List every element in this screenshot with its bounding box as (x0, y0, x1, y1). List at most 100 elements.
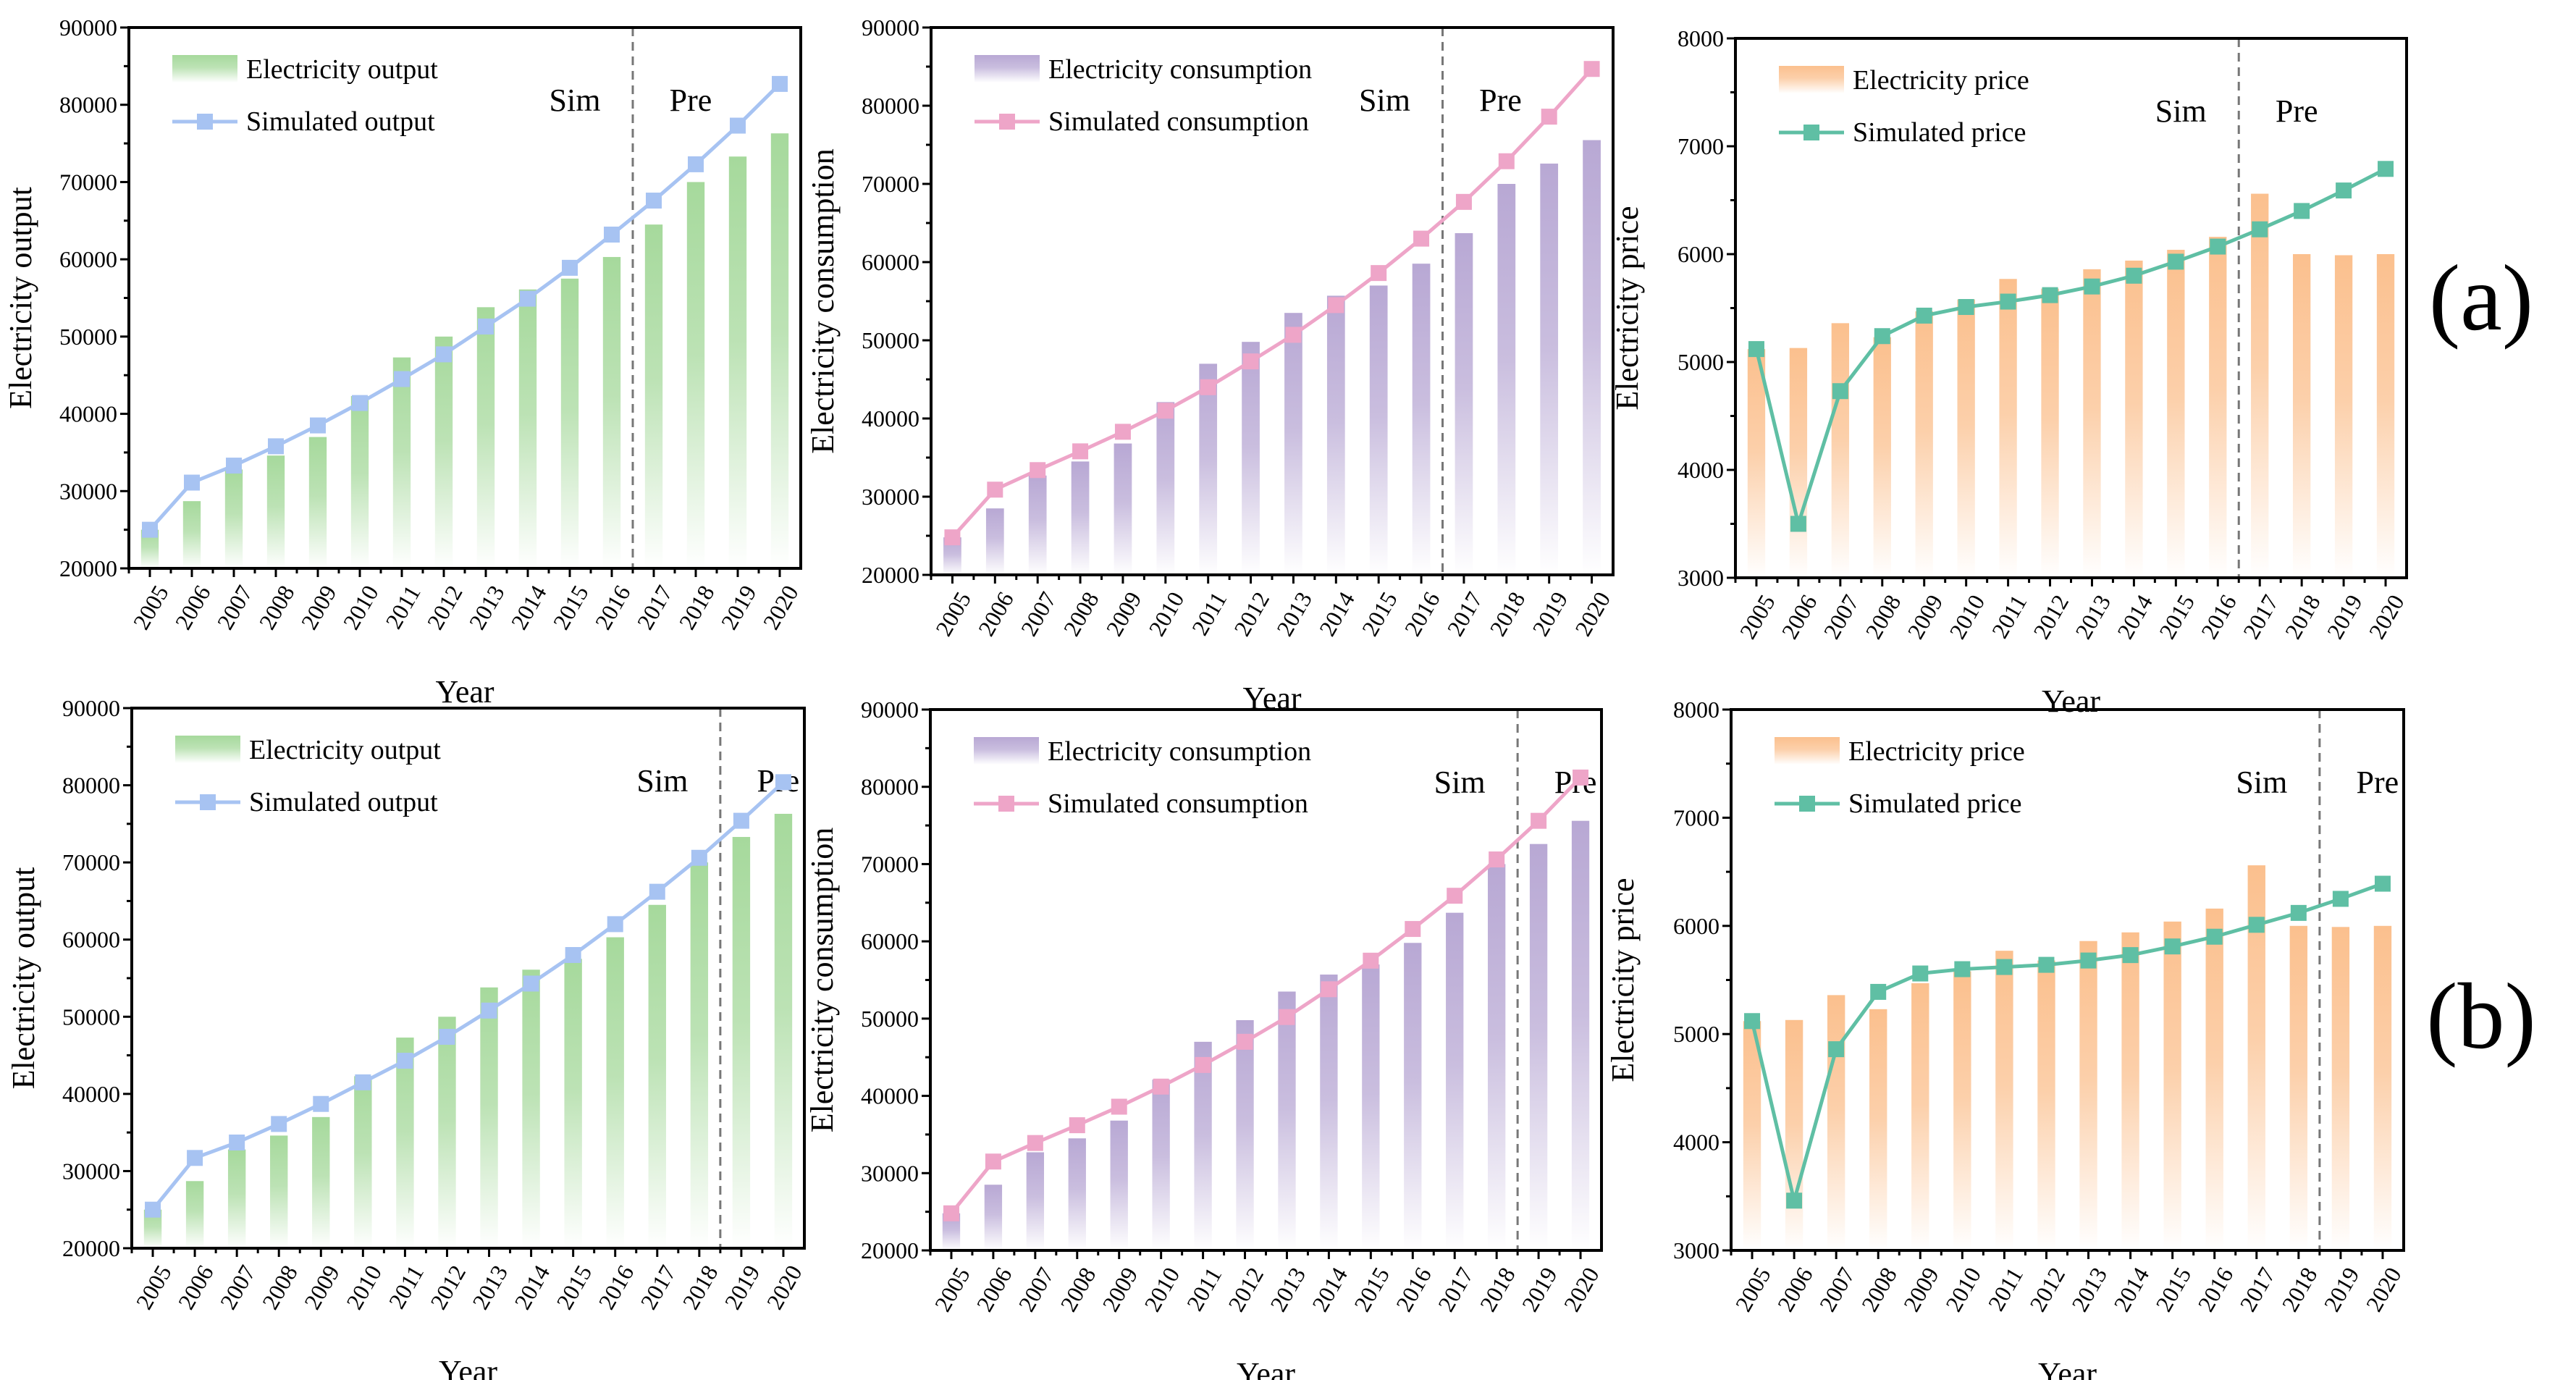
chart-4: SimPre2000030000400005000060000700008000… (6, 695, 807, 1380)
marker-2018 (2294, 203, 2310, 219)
x-tick-label: 2012 (1223, 1263, 1268, 1316)
marker-2019 (2336, 182, 2352, 199)
x-tick-label: 2014 (506, 581, 552, 634)
marker-2010 (1153, 1078, 1169, 1095)
bar-2009 (312, 1116, 330, 1248)
x-tick-label: 2017 (1433, 1263, 1478, 1316)
x-tick-label: 2015 (1349, 1263, 1394, 1316)
bar-2011 (1999, 279, 2017, 578)
x-tick-label: 2009 (1902, 590, 1948, 643)
marker-2012 (1242, 353, 1259, 370)
x-tick-label: 2020 (761, 1261, 807, 1313)
marker-2014 (1328, 297, 1344, 314)
simulated-line (148, 83, 781, 531)
y-tick-label: 7000 (1678, 133, 1724, 159)
marker-2006 (987, 481, 1003, 498)
marker-2018 (1489, 851, 1505, 868)
sim-label: Sim (1359, 83, 1410, 118)
marker-2012 (439, 1028, 455, 1045)
marker-2011 (394, 371, 410, 387)
y-tick-label: 4000 (1678, 457, 1724, 483)
panel-label-a: (a) (2429, 246, 2533, 350)
y-tick-label: 90000 (862, 14, 919, 41)
marker-2010 (352, 395, 368, 411)
y-tick-label: 20000 (62, 1235, 120, 1261)
marker-2010 (1958, 299, 1974, 316)
x-axis-title: Year (439, 1354, 497, 1380)
x-tick-label: 2005 (128, 581, 174, 634)
bar-2008 (1873, 337, 1891, 578)
marker-2005 (944, 529, 961, 546)
simulated-line (1750, 882, 2383, 1201)
y-tick-label: 50000 (861, 1006, 919, 1032)
marker-2019 (2332, 891, 2349, 907)
y-tick-label: 40000 (862, 405, 919, 432)
x-tick-label: 2011 (1182, 1263, 1227, 1315)
marker-2016 (604, 226, 620, 243)
x-tick-label: 2020 (758, 581, 804, 634)
x-tick-label: 2016 (1399, 587, 1445, 640)
marker-2018 (2290, 904, 2307, 921)
x-tick-label: 2010 (1944, 590, 1990, 643)
y-tick-label: 20000 (861, 1237, 919, 1263)
x-tick-label: 2016 (593, 1261, 639, 1313)
bar-2012 (2037, 960, 2055, 1250)
y-tick-label: 30000 (862, 484, 919, 510)
bar-2011 (1995, 951, 2013, 1250)
marker-2016 (1405, 921, 1421, 938)
bar-2011 (1194, 1041, 1212, 1250)
x-tick-label: 2007 (212, 581, 258, 634)
bar-2011 (396, 1038, 414, 1248)
y-axis-title: Electricity price (1609, 206, 1645, 410)
marker-2019 (730, 117, 746, 134)
x-tick-label: 2018 (2280, 590, 2325, 643)
chart-5: SimPre2000030000400005000060000700008000… (804, 697, 1604, 1380)
y-axis-title: Electricity consumption (804, 828, 840, 1133)
bar-2020 (1583, 140, 1601, 575)
marker-2020 (1573, 769, 1589, 786)
marker-2015 (1371, 265, 1387, 282)
legend-line-marker (1803, 125, 1819, 140)
x-tick-label: 2008 (1058, 587, 1104, 640)
marker-2013 (1279, 1009, 1295, 1025)
marker-2017 (2248, 917, 2265, 933)
bar-2009 (1110, 1120, 1128, 1250)
x-tick-label: 2010 (1940, 1263, 1986, 1316)
marker-2016 (607, 916, 623, 933)
legend-bar-label: Electricity price (1853, 65, 2029, 96)
x-tick-label: 2015 (2150, 1263, 2196, 1316)
y-tick-label: 90000 (59, 14, 117, 41)
marker-2007 (226, 458, 242, 474)
x-tick-label: 2013 (2066, 1263, 2112, 1316)
marker-2017 (649, 883, 665, 900)
bar-2012 (1242, 342, 1260, 575)
bar-2016 (602, 256, 621, 568)
bar-2020 (2376, 254, 2395, 578)
bar-2008 (266, 455, 285, 568)
y-tick-label: 80000 (862, 93, 919, 119)
marker-2007 (1027, 1135, 1043, 1151)
marker-2017 (2252, 221, 2268, 237)
marker-2008 (1870, 983, 1887, 1000)
legend-bar-label: Electricity output (249, 735, 441, 765)
marker-2010 (1157, 403, 1174, 419)
bar-2016 (606, 937, 624, 1248)
x-tick-label: 2005 (929, 1263, 975, 1316)
x-tick-label: 2020 (2364, 590, 2409, 643)
bar-2006 (1785, 1019, 1803, 1250)
marker-2009 (310, 417, 326, 434)
x-tick-label: 2017 (632, 581, 678, 634)
marker-2005 (1744, 1013, 1761, 1030)
marker-2010 (1954, 961, 1971, 977)
x-tick-label: 2018 (1475, 1263, 1520, 1316)
x-tick-label: 2018 (674, 581, 720, 634)
marker-2015 (565, 947, 581, 964)
x-tick-label: 2019 (1517, 1263, 1562, 1316)
y-tick-label: 60000 (861, 928, 919, 954)
bar-2017 (1446, 912, 1464, 1250)
marker-2008 (271, 1116, 287, 1132)
legend-line-label: Simulated price (1848, 788, 2022, 819)
x-tick-label: 2019 (1527, 587, 1573, 640)
x-tick-label: 2008 (1860, 590, 1906, 643)
x-tick-label: 2010 (341, 1261, 387, 1313)
